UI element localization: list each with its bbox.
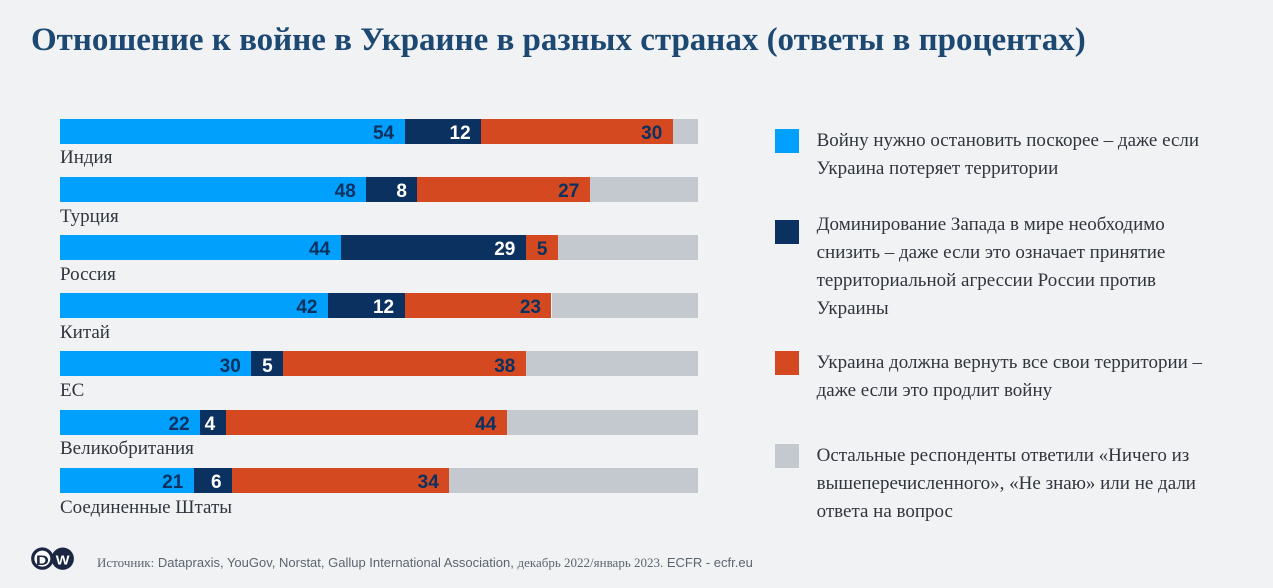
svg-text:D: D xyxy=(36,553,49,569)
svg-text:W: W xyxy=(56,553,70,567)
